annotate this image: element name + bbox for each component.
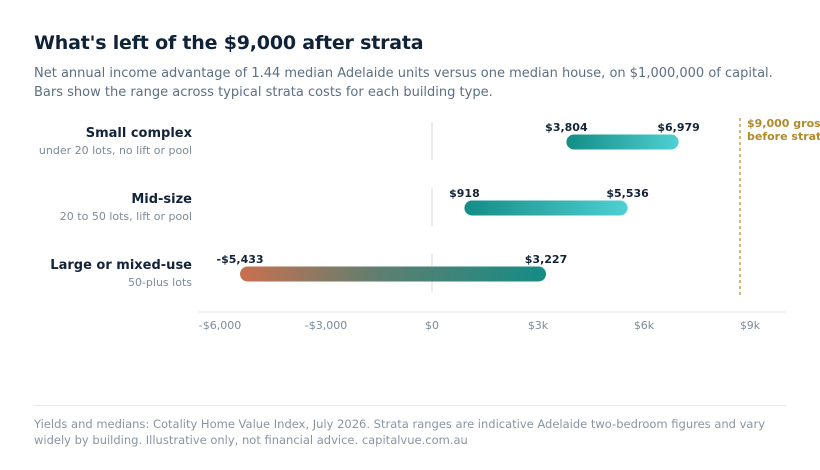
category-row: Large or mixed-use 50-plus lots -$5,433 $3,… — [50, 253, 567, 289]
category-label: Small complex — [86, 126, 193, 141]
x-tick-label: $0 — [425, 319, 439, 332]
x-tick-label: -$3,000 — [305, 319, 347, 332]
category-sublabel: 20 to 50 lots, lift or pool — [60, 210, 192, 223]
chart-title: What's left of the $9,000 after strata — [34, 32, 424, 54]
low-value-label: $3,804 — [545, 121, 588, 134]
category-label: Mid-size — [131, 192, 192, 207]
high-value-label: $6,979 — [657, 121, 699, 134]
category-row: Small complex under 20 lots, no lift or p… — [39, 121, 700, 157]
reference-label-line2: before strata — [747, 130, 820, 143]
low-value-label: -$5,433 — [217, 253, 264, 266]
x-tick-label: $6k — [634, 319, 655, 332]
range-bar — [566, 134, 679, 150]
x-tick-label: -$6,000 — [199, 319, 241, 332]
category-label: Large or mixed-use — [50, 258, 192, 273]
reference-label-line1: $9,000 gross, — [747, 117, 820, 130]
range-bar — [464, 200, 628, 216]
chart-subtitle: Net annual income advantage of 1.44 medi… — [34, 66, 773, 100]
category-row: Mid-size 20 to 50 lots, lift or pool $918 $… — [60, 187, 649, 223]
x-tick-label: $9k — [740, 319, 761, 332]
category-sublabel: 50-plus lots — [128, 276, 192, 289]
category-sublabel: under 20 lots, no lift or pool — [39, 144, 192, 157]
x-tick-label: $3k — [528, 319, 549, 332]
footer-divider — [34, 405, 786, 406]
high-value-label: $5,536 — [606, 187, 649, 200]
low-value-label: $918 — [449, 187, 480, 200]
range-bar — [240, 266, 547, 282]
high-value-label: $3,227 — [525, 253, 567, 266]
source-note: Yields and medians: Cotality Home Value … — [34, 417, 765, 447]
